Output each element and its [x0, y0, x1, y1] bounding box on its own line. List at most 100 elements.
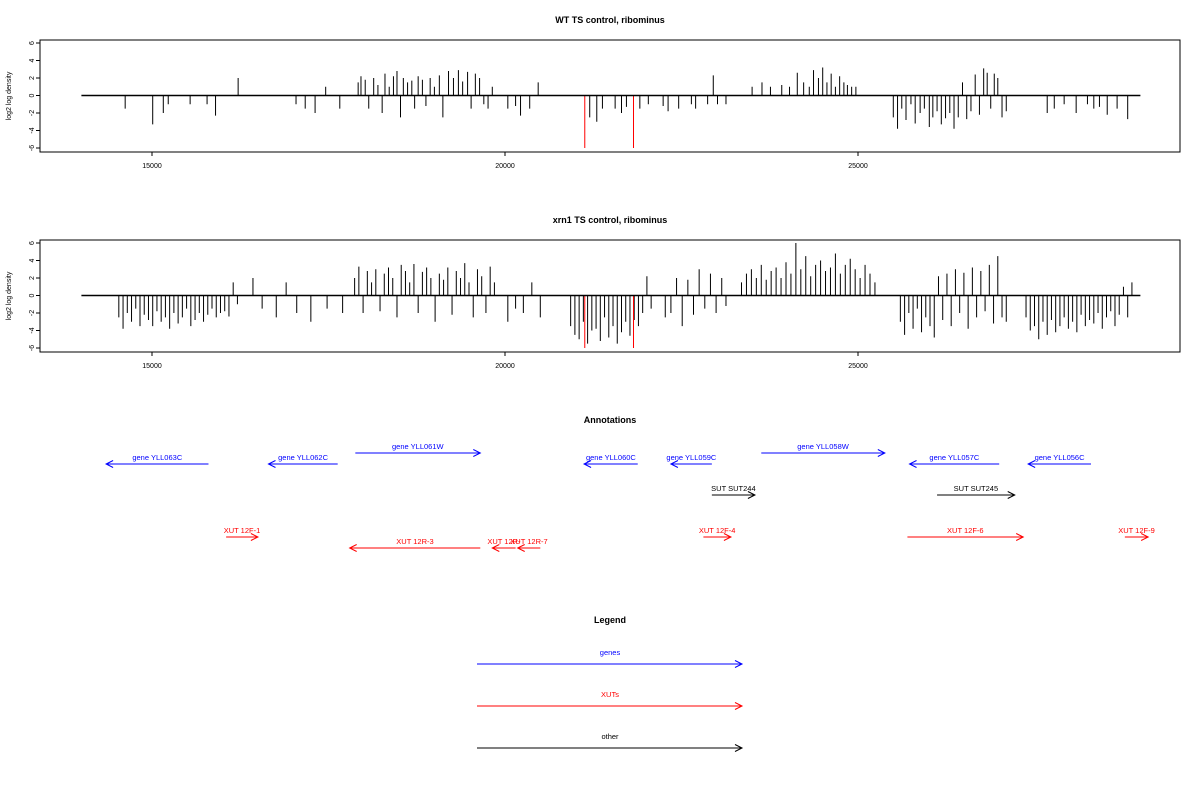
- annotation-feature: XUT 12F-4: [699, 526, 736, 541]
- legend-label: other: [601, 732, 619, 741]
- arrow-head: [473, 449, 482, 457]
- y-tick-label: -4: [29, 127, 36, 133]
- highlight-bars: [584, 95, 634, 148]
- annotation-label: XUT 12F-4: [699, 526, 736, 535]
- annotation-label: XUT 12F-1: [224, 526, 261, 535]
- annotation-feature: XUT 12F-6: [907, 526, 1025, 541]
- arrow-head: [723, 533, 733, 541]
- legend-label: genes: [600, 648, 621, 657]
- arrow-head: [250, 533, 260, 541]
- arrow-head: [516, 544, 525, 552]
- y-tick-label: 4: [29, 58, 36, 62]
- x-tick-label: 25000: [848, 163, 868, 170]
- x-tick-label: 20000: [495, 363, 515, 370]
- y-tick-label: 6: [29, 41, 36, 45]
- annotations-track: Annotations gene YLL063C gene YLL062C gene…: [104, 415, 1155, 552]
- annotation-feature: SUT SUT245: [937, 484, 1016, 499]
- arrow-head: [1015, 533, 1025, 541]
- x-tick-label: 25000: [848, 363, 868, 370]
- y-axis-label: log2 log density: [6, 71, 13, 120]
- annotation-feature: XUT 12R-7: [510, 537, 548, 552]
- x-tick-label: 15000: [142, 363, 162, 370]
- bars: [118, 243, 1133, 344]
- x-ticks: 15000 20000 25000: [142, 152, 868, 170]
- arrow-head: [669, 460, 679, 468]
- y-axis-label: log2 log density: [6, 271, 13, 320]
- x-tick-label: 20000: [495, 163, 515, 170]
- legend-entry: other: [477, 732, 744, 752]
- annotation-label: gene YLL061W: [392, 442, 444, 451]
- wt-density-panel: WT TS control, ribominus log2 log densit…: [6, 15, 1181, 170]
- arrow-head: [747, 491, 757, 499]
- arrow-head: [348, 544, 357, 552]
- arrow-head: [1140, 533, 1150, 541]
- arrow-head: [877, 449, 886, 457]
- annotation-label: gene YLL063C: [132, 453, 182, 462]
- annotation-label: gene YLL056C: [1035, 453, 1085, 462]
- panel-title: WT TS control, ribominus: [555, 15, 665, 25]
- annotation-feature: gene YLL057C: [908, 453, 1000, 468]
- annotations-title: Annotations: [584, 415, 637, 425]
- legend-entry: XUTs: [477, 690, 744, 710]
- y-tick-label: 4: [29, 258, 36, 262]
- legend-title: Legend: [594, 615, 626, 625]
- arrow-head: [734, 744, 744, 752]
- y-ticks: -6 -4 -2 0 2 4 6: [29, 241, 40, 351]
- legend-entry: genes: [477, 648, 744, 668]
- annotation-label: gene YLL059C: [666, 453, 716, 462]
- arrow-head: [734, 702, 744, 710]
- annotation-feature: XUT 12F-9: [1118, 526, 1155, 541]
- annotation-feature: XUT 12R-: [487, 537, 521, 552]
- annotation-label: XUT 12R-7: [510, 537, 547, 546]
- annotation-label: SUT SUT245: [954, 484, 998, 493]
- annotation-label: XUT 12F-6: [947, 526, 984, 535]
- annotation-feature: gene YLL060C: [582, 453, 638, 468]
- arrow-head: [1007, 491, 1016, 499]
- annotation-label: gene YLL058W: [797, 442, 849, 451]
- annotation-label: gene YLL062C: [278, 453, 328, 462]
- annotation-feature: gene YLL061W: [355, 442, 482, 457]
- annotation-feature: gene YLL058W: [761, 442, 886, 457]
- arrow-head: [491, 544, 500, 552]
- y-tick-label: 0: [29, 93, 36, 97]
- annotation-feature: gene YLL062C: [267, 453, 338, 468]
- annotation-feature: gene YLL063C: [104, 453, 209, 468]
- bars: [124, 67, 1129, 129]
- arrow-head: [267, 460, 276, 468]
- legend-label: XUTs: [601, 690, 619, 699]
- annotation-features: gene YLL063C gene YLL062C gene YLL060C gene…: [104, 442, 1155, 552]
- y-tick-label: 0: [29, 293, 36, 297]
- annotation-label: XUT 12R-3: [396, 537, 433, 546]
- arrow-head: [908, 460, 917, 468]
- annotation-label: XUT 12R-: [487, 537, 521, 546]
- annotation-feature: SUT SUT244: [711, 484, 757, 499]
- y-tick-label: -2: [29, 110, 36, 116]
- y-tick-label: 2: [29, 76, 36, 80]
- y-tick-label: 2: [29, 276, 36, 280]
- y-tick-label: -6: [29, 145, 36, 151]
- y-tick-label: -2: [29, 310, 36, 316]
- annotation-label: gene YLL060C: [586, 453, 636, 462]
- annotation-feature: gene YLL056C: [1027, 453, 1091, 468]
- annotation-feature: XUT 12F-1: [224, 526, 261, 541]
- panel-title: xrn1 TS control, ribominus: [553, 215, 668, 225]
- legend-items: genes XUTs other: [477, 648, 744, 752]
- xrn1-density-panel: xrn1 TS control, ribominus log2 log dens…: [6, 215, 1181, 370]
- highlight-bars: [584, 295, 634, 348]
- annotation-label: gene YLL057C: [929, 453, 979, 462]
- annotation-feature: gene YLL059C: [666, 453, 717, 468]
- x-tick-label: 15000: [142, 163, 162, 170]
- arrow-head: [734, 660, 744, 668]
- legend: Legend genes XUTs other: [477, 615, 744, 752]
- arrow-head: [1027, 460, 1036, 468]
- y-tick-label: 6: [29, 241, 36, 245]
- arrow-head: [104, 460, 114, 468]
- arrow-head: [582, 460, 592, 468]
- annotation-label: XUT 12F-9: [1118, 526, 1155, 535]
- x-ticks: 15000 20000 25000: [142, 352, 868, 370]
- y-tick-label: -4: [29, 327, 36, 333]
- y-tick-label: -6: [29, 345, 36, 351]
- annotation-label: SUT SUT244: [711, 484, 755, 493]
- y-ticks: -6 -4 -2 0 2 4 6: [29, 41, 40, 151]
